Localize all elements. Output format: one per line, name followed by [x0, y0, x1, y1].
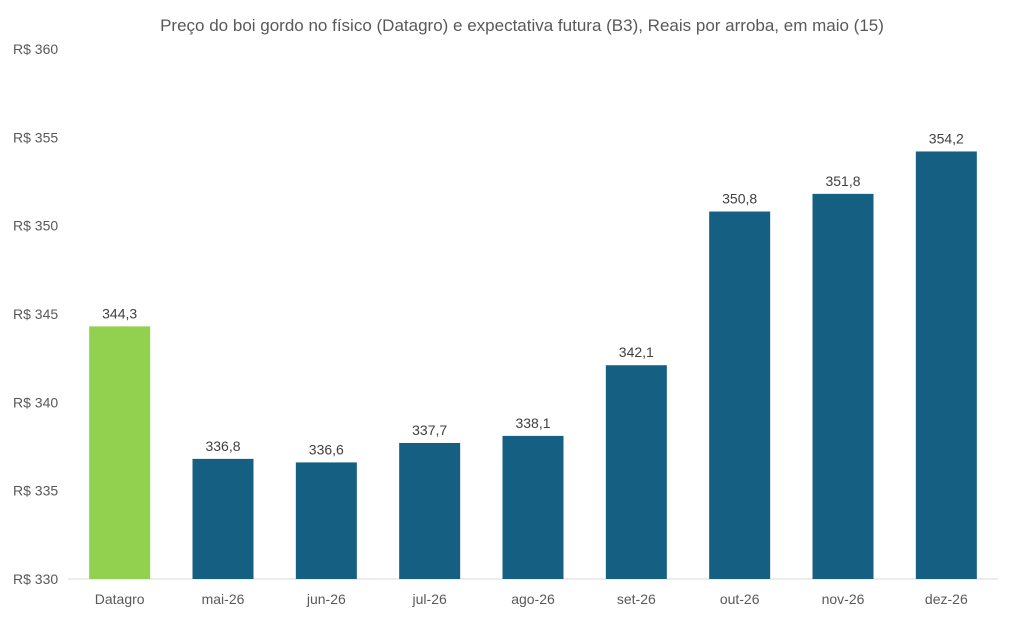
- data-label: 338,1: [515, 415, 550, 431]
- x-axis-labels: Datagro mai-26 jun-26 jul-26 ago-26 set-26 out…: [95, 591, 968, 607]
- x-tick-label: set-26: [617, 591, 656, 607]
- bar-jul-26: [399, 442, 461, 579]
- data-label: 336,8: [205, 438, 240, 454]
- data-label: 337,7: [412, 422, 447, 438]
- y-tick-label: R$ 350: [13, 218, 58, 234]
- x-tick-label: ago-26: [511, 591, 555, 607]
- data-label: 342,1: [619, 344, 654, 360]
- data-label: 354,2: [929, 130, 964, 146]
- x-tick-label: jul-26: [412, 591, 447, 607]
- bar-ago-26: [502, 435, 564, 579]
- data-label: 350,8: [722, 191, 757, 207]
- bars-group: [89, 151, 977, 580]
- bar-nov-26: [812, 193, 874, 579]
- x-tick-label: nov-26: [822, 591, 865, 607]
- y-tick-label: R$ 335: [13, 483, 58, 499]
- y-tick-label: R$ 355: [13, 129, 58, 145]
- x-tick-label: jun-26: [306, 591, 346, 607]
- data-label: 336,6: [309, 441, 344, 457]
- data-label: 351,8: [825, 173, 860, 189]
- data-labels-group: 344,3 336,8 336,6 337,7 338,1 342,1 350,8 351,8…: [102, 130, 964, 457]
- x-tick-label: Datagro: [95, 591, 145, 607]
- x-tick-label: mai-26: [202, 591, 245, 607]
- y-tick-label: R$ 330: [13, 571, 58, 587]
- y-tick-label: R$ 345: [13, 306, 58, 322]
- bar-out-26: [709, 211, 771, 580]
- bar-mai-26: [192, 458, 254, 579]
- bar-jun-26: [295, 462, 357, 579]
- bar-datagro: [89, 326, 151, 579]
- data-label: 344,3: [102, 305, 137, 321]
- y-tick-label: R$ 360: [13, 41, 58, 57]
- x-tick-label: out-26: [720, 591, 760, 607]
- chart-title: Preço do boi gordo no físico (Datagro) e…: [160, 16, 884, 35]
- x-tick-label: dez-26: [925, 591, 968, 607]
- bar-dez-26: [915, 151, 977, 579]
- bar-set-26: [605, 365, 667, 579]
- y-tick-label: R$ 340: [13, 394, 58, 410]
- y-axis-labels: R$ 330 R$ 335 R$ 340 R$ 345 R$ 350 R$ 355 R$ 3…: [13, 41, 58, 587]
